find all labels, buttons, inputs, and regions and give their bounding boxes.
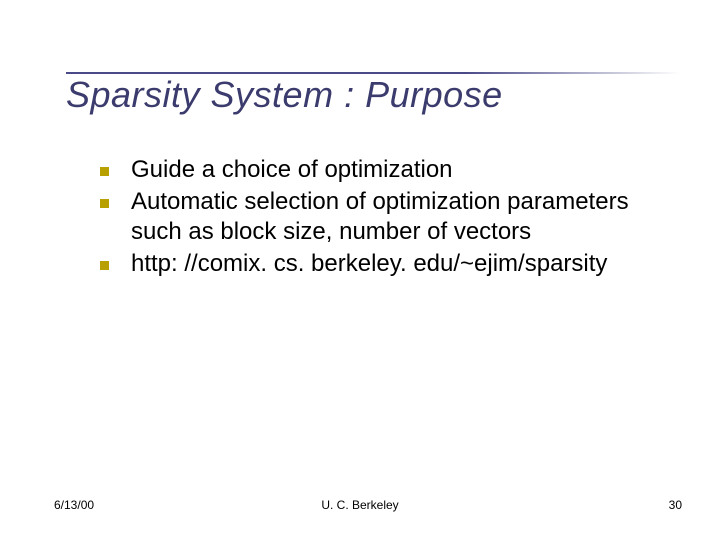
footer-org: U. C. Berkeley [0,498,720,512]
bullet-icon [100,199,109,208]
footer-page-number: 30 [669,498,682,512]
list-item: Automatic selection of optimization para… [100,187,660,247]
body: Guide a choice of optimization Automatic… [100,155,660,281]
bullet-text: http: //comix. cs. berkeley. edu/~ejim/s… [131,249,607,279]
slide-title: Sparsity System : Purpose [66,74,680,116]
list-item: http: //comix. cs. berkeley. edu/~ejim/s… [100,249,660,279]
title-block: Sparsity System : Purpose [66,62,680,116]
list-item: Guide a choice of optimization [100,155,660,185]
bullet-icon [100,261,109,270]
bullet-text: Automatic selection of optimization para… [131,187,660,247]
bullet-text: Guide a choice of optimization [131,155,453,185]
slide: Sparsity System : Purpose Guide a choice… [0,0,720,540]
bullet-icon [100,167,109,176]
footer: 6/13/00 U. C. Berkeley 30 [0,492,720,512]
